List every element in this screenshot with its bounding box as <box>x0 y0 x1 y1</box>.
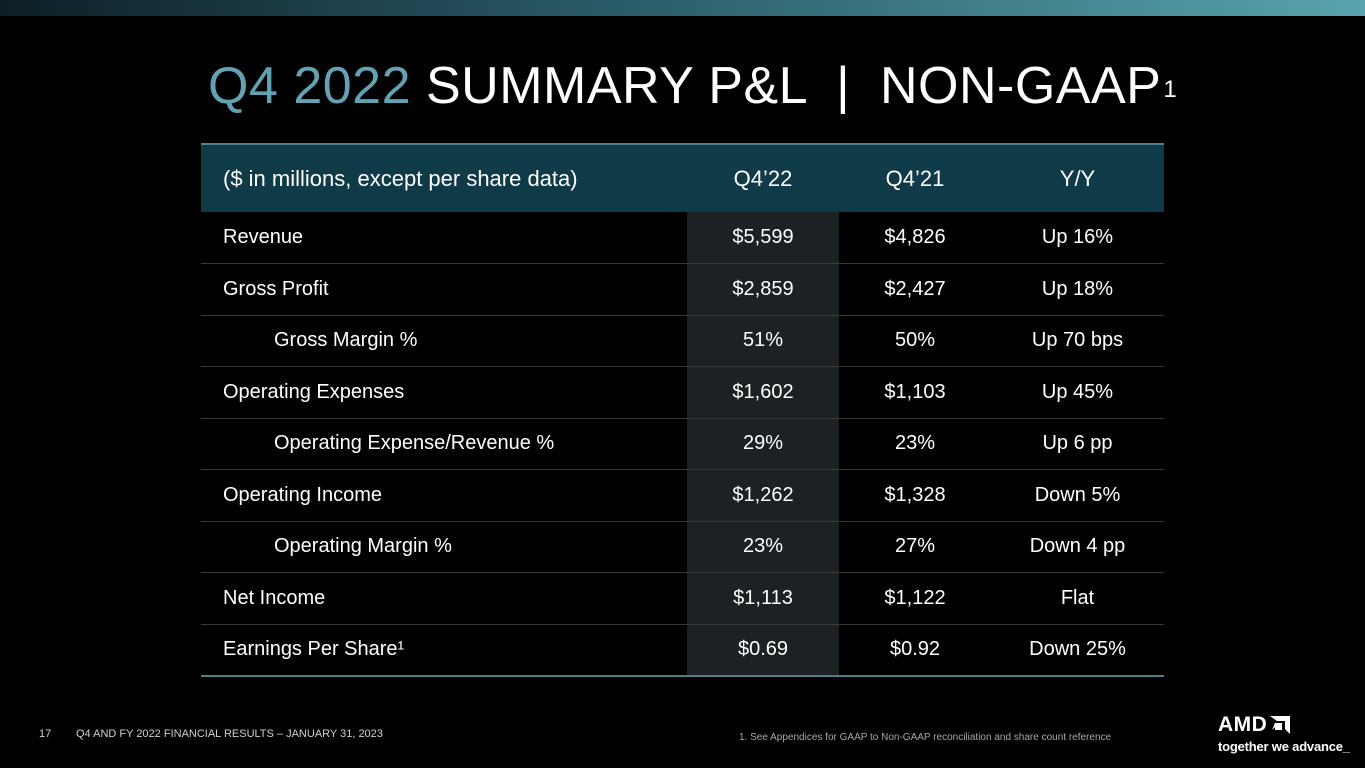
row-label: Revenue <box>223 226 304 248</box>
title-superscript: 1 <box>1163 76 1178 103</box>
footer-title: Q4 AND FY 2022 FINANCIAL RESULTS – JANUA… <box>76 728 383 740</box>
cell-yy: Down 25% <box>1029 638 1126 660</box>
cell-q421: $2,427 <box>884 277 946 300</box>
table-row-net-income: Net Income $1,113 $1,122 Flat <box>201 572 1164 624</box>
row-label: Operating Expenses <box>223 380 405 403</box>
cell-yy: Up 70 bps <box>1031 329 1124 352</box>
cell-q422: 51% <box>687 315 839 367</box>
table-header-row: ($ in millions, except per share data) Q… <box>201 144 1164 212</box>
table-row-operating-expenses: Operating Expenses $1,602 $1,103 Up 45% <box>201 366 1164 418</box>
cell-yy: Up 18% <box>1041 277 1114 300</box>
top-accent-bar <box>0 0 1365 16</box>
table-row-opex-revenue: Operating Expense/Revenue % 29% 23% Up 6… <box>201 418 1164 470</box>
table-row-gross-profit: Gross Profit $2,859 $2,427 Up 18% <box>201 263 1164 315</box>
cell-q422: $0.69 <box>687 624 839 676</box>
logo-tagline: together we advance_ <box>1218 739 1350 754</box>
cell-yy: Up 16% <box>1041 226 1114 248</box>
row-label: Net Income <box>223 586 326 609</box>
row-label: Operating Income <box>223 483 382 506</box>
cell-q421: $4,826 <box>884 226 946 248</box>
cell-q421: $1,103 <box>884 380 946 403</box>
row-label: Operating Expense/Revenue % <box>274 432 555 455</box>
table-row-gross-margin: Gross Margin % 51% 50% Up 70 bps <box>201 315 1164 367</box>
cell-q422: $1,262 <box>687 469 839 521</box>
cell-q421: 50% <box>894 329 936 352</box>
cell-q421: $1,328 <box>884 483 946 506</box>
cell-q421: 23% <box>894 432 936 455</box>
table-row-revenue: Revenue $5,599 $4,826 Up 16% <box>201 212 1164 264</box>
cell-q422: 23% <box>687 521 839 573</box>
cell-yy: Flat <box>1060 586 1095 609</box>
amd-logo: AMD together we advance_ <box>1218 714 1358 755</box>
logo-wordmark: AMD <box>1218 713 1268 736</box>
cell-q421: 27% <box>894 535 936 558</box>
header-q422: Q4’22 <box>733 165 793 191</box>
amd-arrow-icon <box>1270 716 1291 734</box>
cell-q422: $1,113 <box>687 572 839 624</box>
table-row-operating-income: Operating Income $1,262 $1,328 Down 5% <box>201 469 1164 521</box>
slide-title: Q4 2022 SUMMARY P&L | NON-GAAP1 <box>208 56 1177 116</box>
cell-yy: Down 5% <box>1034 483 1121 506</box>
cell-q422: $2,859 <box>687 263 839 315</box>
cell-q422: $1,602 <box>687 366 839 418</box>
row-label: Gross Profit <box>223 277 329 300</box>
pl-summary-table: ($ in millions, except per share data) Q… <box>201 143 1164 677</box>
logo-wordmark-row: AMD <box>1218 714 1358 736</box>
table-row-eps: Earnings Per Share¹ $0.69 $0.92 Down 25% <box>201 624 1164 676</box>
cell-yy: Up 45% <box>1041 380 1114 403</box>
row-label: Earnings Per Share¹ <box>223 638 405 660</box>
title-highlight: Q4 2022 <box>208 57 411 115</box>
cell-q421: $1,122 <box>884 586 946 609</box>
cell-q422: 29% <box>687 418 839 470</box>
header-q421: Q4’21 <box>885 165 945 191</box>
title-rest: SUMMARY P&L | NON-GAAP <box>425 57 1162 115</box>
table-row-operating-margin: Operating Margin % 23% 27% Down 4 pp <box>201 521 1164 573</box>
cell-yy: Up 6 pp <box>1042 432 1113 455</box>
footnote: 1. See Appendices for GAAP to Non-GAAP r… <box>739 732 1112 743</box>
cell-q422: $5,599 <box>687 212 839 264</box>
cell-yy: Down 4 pp <box>1029 535 1126 558</box>
row-label: Operating Margin % <box>274 535 452 558</box>
header-yy: Y/Y <box>1059 165 1096 191</box>
header-label: ($ in millions, except per share data) <box>223 165 578 191</box>
row-label: Gross Margin % <box>274 329 418 352</box>
page-number: 17 <box>39 728 52 740</box>
cell-q421: $0.92 <box>889 638 941 660</box>
